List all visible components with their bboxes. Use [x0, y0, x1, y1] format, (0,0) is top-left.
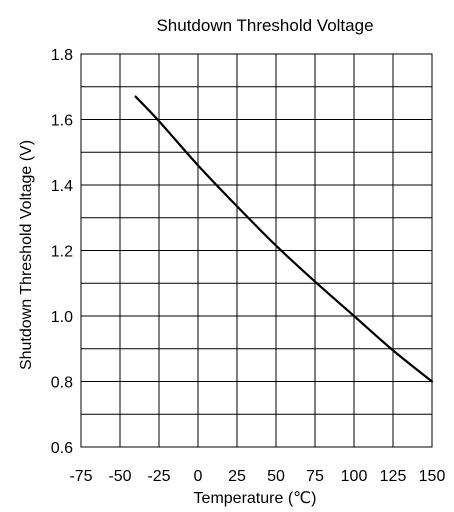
- x-axis-ticks: -75 -50 -25 0 25 50 75 100 125 150: [69, 468, 445, 485]
- y-axis-ticks: 0.6 0.8 1.0 1.2 1.4 1.6 1.8: [51, 47, 73, 457]
- y-tick-label: 0.8: [51, 375, 73, 392]
- x-tick-label: 75: [306, 468, 324, 485]
- series-layer: [134, 95, 434, 383]
- x-tick-label: 100: [341, 468, 368, 485]
- plot-frame: [80, 53, 433, 448]
- x-tick-label: -50: [108, 468, 131, 485]
- x-tick-label: -75: [69, 468, 92, 485]
- chart-title: Shutdown Threshold Voltage: [156, 16, 373, 35]
- x-tick-label: 25: [228, 468, 246, 485]
- y-axis-label: Shutdown Threshold Voltage (V): [18, 140, 35, 370]
- y-tick-label: 1.6: [51, 113, 73, 130]
- x-tick-label: 150: [419, 468, 446, 485]
- y-tick-label: 0.6: [51, 440, 73, 457]
- grid: [81, 54, 432, 447]
- series-line: [134, 95, 434, 383]
- y-tick-label: 1.4: [51, 178, 73, 195]
- y-tick-label: 1.2: [51, 244, 73, 261]
- x-tick-label: 0: [194, 468, 203, 485]
- y-tick-label: 1.0: [51, 309, 73, 326]
- x-tick-label: -25: [147, 468, 170, 485]
- x-axis-label: Temperature (℃): [194, 490, 317, 507]
- y-tick-label: 1.8: [51, 47, 73, 64]
- x-tick-label: 125: [380, 468, 407, 485]
- x-tick-label: 50: [267, 468, 285, 485]
